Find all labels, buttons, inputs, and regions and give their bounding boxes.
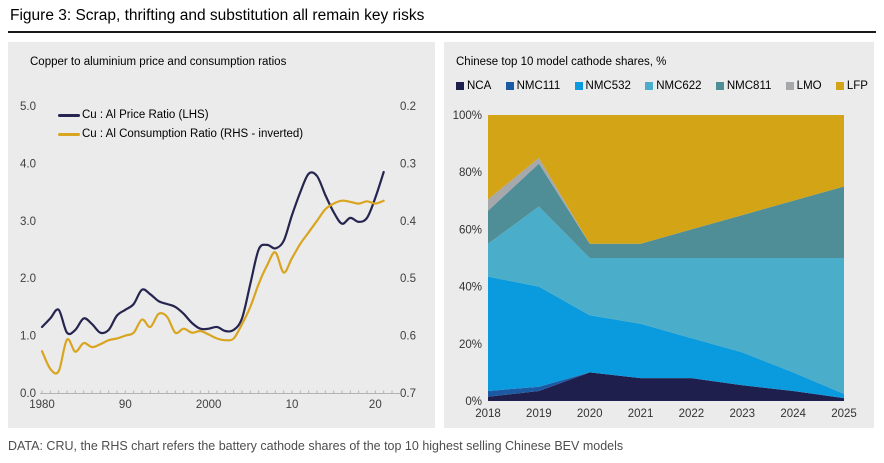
data-source-note: DATA: CRU, the RHS chart refers the batt… xyxy=(8,439,624,453)
legend-label: Cu : Al Consumption Ratio (RHS - inverte… xyxy=(82,128,304,140)
area-nmc811 xyxy=(488,163,844,258)
area-nca xyxy=(488,372,844,401)
x-axis-tick-label: 2022 xyxy=(679,408,705,420)
x-axis-tick-label: 2000 xyxy=(196,399,222,411)
x-axis-tick-label: 2024 xyxy=(780,408,806,420)
legend-item: NMC532 xyxy=(574,80,631,92)
y-axis-tick-label: 100% xyxy=(453,110,482,122)
legend-line-swatch xyxy=(58,132,80,136)
rhs-axis-tick-label: 0.4 xyxy=(400,216,417,228)
price-ratio-chart-title: Copper to aluminium price and consumptio… xyxy=(30,56,287,68)
legend-item: NMC622 xyxy=(645,80,702,92)
cathode-share-chart: 100% 80% 60% 40% 20% 0%2018 2019 2020 2021 2022 20… xyxy=(453,110,857,420)
lhs-axis-tick-label: 3.0 xyxy=(20,216,36,228)
lhs-axis-tick-label: 4.0 xyxy=(20,158,36,170)
y-axis-tick-label: 60% xyxy=(459,224,482,236)
x-axis-tick-label: 90 xyxy=(119,399,132,411)
legend-swatch xyxy=(505,82,514,90)
legend-label: Cu : Al Price Ratio (LHS) xyxy=(82,109,209,121)
x-axis-tick-label: 2018 xyxy=(475,408,501,420)
lhs-axis-tick-label: 2.0 xyxy=(20,273,36,285)
x-axis-tick-label: 2023 xyxy=(729,408,755,420)
legend-label: NMC622 xyxy=(656,80,702,92)
lhs-axis-tick-label: 1.0 xyxy=(20,331,36,343)
legend-line-swatch xyxy=(58,113,80,117)
legend-item: NMC111 xyxy=(505,80,561,92)
legend-item: NMC811 xyxy=(715,80,772,92)
legend-label: NMC111 xyxy=(516,80,561,92)
area-nmc622 xyxy=(488,206,844,394)
rhs-axis-tick-label: 0.5 xyxy=(400,273,416,285)
legend-item: LMO xyxy=(785,80,822,92)
y-axis-tick-label: 40% xyxy=(459,282,482,294)
y-axis-tick-label: 0% xyxy=(465,396,482,408)
chart-panels: Copper to aluminium price and consumptio… xyxy=(8,42,874,428)
cathode-legend: NCA NMC111 NMC532 NMC622 NMC811 LMO LFP xyxy=(456,80,868,92)
lhs-axis-tick-label: 0.0 xyxy=(20,388,36,400)
legend-swatch xyxy=(715,82,724,90)
x-axis-tick-label: 2019 xyxy=(526,408,552,420)
x-axis-tick-label: 2020 xyxy=(577,408,603,420)
price-ratio-chart: 5.0 4.0 3.0 2.0 1.0 0.0 0.2 0.3 0.4 0.5 0.6 0.7 1980… xyxy=(20,101,417,411)
x-axis-tick-label: 1980 xyxy=(29,399,55,411)
y-axis-tick-label: 80% xyxy=(459,167,482,179)
price-ratio-legend: Cu : Al Price Ratio (LHS) Cu : Al Consump… xyxy=(58,109,303,140)
legend-label: NCA xyxy=(467,80,492,92)
area-lfp xyxy=(488,115,844,244)
legend-label: LFP xyxy=(846,80,868,92)
price-ratio-line xyxy=(40,170,385,336)
legend-item: NCA xyxy=(456,80,491,92)
legend-item: LFP xyxy=(835,80,868,92)
legend-label: NMC532 xyxy=(585,80,631,92)
y-axis-tick-label: 20% xyxy=(459,339,482,351)
figure-title: Figure 3: Scrap, thrifting and substitut… xyxy=(10,7,425,24)
legend-swatch xyxy=(574,82,583,90)
price-ratio-chart-panel: Copper to aluminium price and consumptio… xyxy=(8,42,435,428)
x-axis-tick-label: 2025 xyxy=(831,408,857,420)
rhs-axis-tick-label: 0.7 xyxy=(400,388,416,400)
cathode-share-chart-title: Chinese top 10 model cathode shares, % xyxy=(456,56,667,68)
area-nmc532 xyxy=(488,276,844,399)
legend-label: NMC811 xyxy=(726,80,772,92)
legend-swatch xyxy=(645,82,654,90)
title-divider xyxy=(8,31,876,33)
legend-swatch xyxy=(785,82,794,90)
legend-item: Cu : Al Consumption Ratio (RHS - inverte… xyxy=(58,128,303,140)
lhs-axis-tick-label: 5.0 xyxy=(20,101,36,113)
rhs-axis-tick-label: 0.6 xyxy=(400,331,416,343)
legend-item: Cu : Al Price Ratio (LHS) xyxy=(58,109,303,121)
rhs-axis-tick-label: 0.3 xyxy=(400,158,416,170)
legend-swatch xyxy=(835,82,844,90)
legend-swatch xyxy=(456,82,464,90)
x-axis-tick-label: 20 xyxy=(369,399,382,411)
cathode-share-chart-panel: Chinese top 10 model cathode shares, % N… xyxy=(444,42,874,428)
legend-label: LMO xyxy=(796,80,822,92)
consumption-ratio-line xyxy=(40,199,385,375)
x-axis-tick-label: 10 xyxy=(286,399,299,411)
rhs-axis-tick-label: 0.2 xyxy=(400,101,416,113)
x-axis-tick-label: 2021 xyxy=(628,408,654,420)
